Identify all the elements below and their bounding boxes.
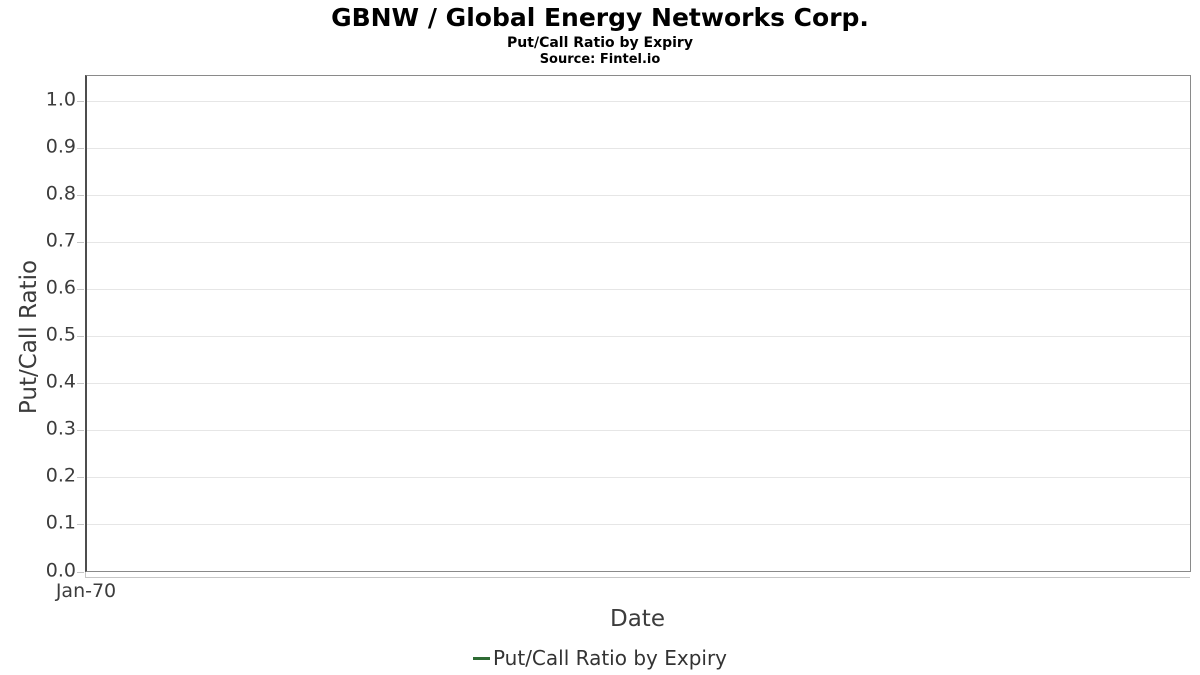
gridline: [87, 336, 1190, 337]
y-tick-mark: [77, 194, 84, 196]
gridline: [87, 430, 1190, 432]
plot-area: [85, 75, 1191, 572]
y-tick-mark: [77, 241, 84, 243]
x-axis-line: [85, 577, 1190, 578]
y-tick-label: 0.4: [45, 370, 76, 393]
y-tick-label: 0.8: [45, 182, 76, 205]
y-tick-mark: [77, 477, 84, 479]
y-tick-mark: [77, 430, 84, 432]
y-tick-label: 0.1: [45, 512, 76, 535]
y-tick-mark: [77, 336, 84, 337]
y-tick-label: 0.2: [45, 465, 76, 488]
series-line-marker-icon: [472, 656, 490, 660]
chart-subtitle: Put/Call Ratio by Expiry: [507, 35, 693, 51]
x-tick-mark: [85, 572, 86, 577]
gridline: [87, 383, 1190, 385]
x-axis-label: Date: [610, 606, 665, 632]
gridline: [87, 477, 1190, 479]
legend: Put/Call Ratio by Expiry: [0, 645, 1200, 671]
y-tick-label: 0.9: [45, 135, 76, 158]
gridline: [87, 100, 1190, 102]
chart-source: Source: Fintel.io: [539, 52, 661, 67]
y-tick-mark: [77, 571, 84, 573]
y-tick-label: 0.0: [45, 559, 76, 582]
gridline: [87, 524, 1190, 526]
y-tick-mark: [77, 524, 84, 526]
y-tick-label: 0.7: [45, 229, 76, 252]
y-tick-label: 0.6: [45, 276, 76, 299]
gridline: [87, 241, 1190, 243]
y-tick-mark: [77, 383, 84, 385]
y-tick-label: 1.0: [45, 88, 76, 111]
gridline: [87, 288, 1190, 290]
legend-label: Put/Call Ratio by Expiry: [492, 646, 728, 670]
y-axis-label: Put/Call Ratio: [16, 259, 42, 415]
y-tick-label: 0.3: [45, 417, 76, 440]
chart-title: GBNW / Global Energy Networks Corp.: [331, 3, 869, 32]
y-tick-mark: [77, 147, 84, 149]
legend-item[interactable]: Put/Call Ratio by Expiry: [472, 645, 728, 671]
gridline: [87, 147, 1190, 149]
gridline: [87, 194, 1190, 196]
x-tick-label: Jan-70: [55, 580, 117, 602]
y-tick-mark: [77, 100, 84, 102]
y-tick-mark: [77, 288, 84, 290]
y-tick-label: 0.5: [45, 323, 76, 346]
